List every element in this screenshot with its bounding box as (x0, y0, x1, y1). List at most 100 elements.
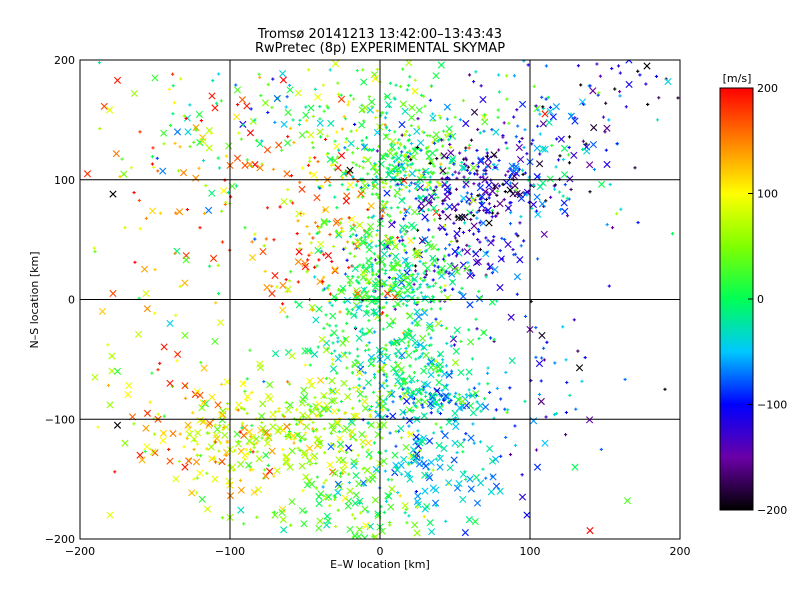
plus-marker (348, 251, 352, 256)
plus-marker (384, 301, 389, 305)
plus-marker (497, 148, 501, 152)
plus-marker (351, 241, 355, 245)
cross-marker (538, 331, 546, 340)
plus-marker (432, 269, 436, 273)
cross-marker (453, 484, 462, 492)
cross-marker (344, 393, 352, 401)
plus-marker (432, 188, 436, 193)
plus-marker (603, 130, 607, 134)
plus-marker (253, 237, 257, 241)
plus-marker (443, 198, 447, 202)
cross-marker (306, 377, 314, 385)
colorbar-tick-label: 0 (757, 293, 764, 306)
y-axis-label: N–S location [km] (28, 251, 41, 348)
plus-marker (308, 409, 313, 413)
plus-marker (410, 390, 414, 395)
plus-marker (354, 358, 358, 362)
plus-marker (351, 232, 355, 236)
cross-marker (429, 114, 437, 122)
cross-marker (322, 346, 330, 354)
plus-marker (351, 151, 355, 155)
cross-marker (273, 467, 281, 475)
plus-marker (406, 344, 411, 348)
cross-marker (188, 489, 196, 497)
plus-marker (477, 382, 481, 386)
plus-marker (414, 489, 418, 494)
plus-marker (467, 328, 471, 332)
plus-marker (362, 179, 366, 184)
plus-marker (423, 175, 427, 179)
plus-marker (452, 162, 456, 166)
plus-marker (479, 409, 483, 413)
plus-marker (425, 188, 429, 192)
plus-marker (167, 87, 171, 91)
plus-marker (175, 359, 179, 363)
plus-marker (657, 96, 661, 100)
plus-marker (132, 190, 136, 195)
plus-marker (417, 356, 421, 360)
plus-marker (390, 156, 394, 160)
plus-marker (447, 138, 451, 142)
cross-marker (320, 405, 328, 413)
plus-marker (522, 145, 526, 150)
cross-marker (383, 289, 392, 298)
plus-marker (449, 239, 453, 244)
cross-marker (323, 521, 331, 529)
cross-marker (371, 533, 379, 539)
plus-marker (482, 397, 487, 401)
plus-marker (390, 478, 394, 482)
plus-marker (423, 364, 427, 369)
plus-marker (598, 74, 603, 78)
plus-marker (638, 73, 642, 77)
cross-marker (385, 171, 393, 179)
plus-marker (218, 423, 222, 428)
plus-marker (304, 105, 308, 109)
plot-frame (79, 59, 681, 540)
cross-marker (428, 528, 436, 536)
cross-marker (364, 439, 373, 447)
cross-marker (474, 258, 482, 266)
cross-marker (533, 193, 541, 201)
plus-marker (316, 224, 320, 229)
cross-marker (405, 280, 413, 288)
plus-marker (386, 494, 391, 499)
cross-marker (221, 431, 229, 439)
plus-marker (440, 394, 444, 398)
plus-marker (384, 499, 389, 503)
plus-marker (412, 301, 417, 305)
cross-marker (417, 139, 425, 147)
cross-marker (166, 457, 174, 465)
cross-marker (496, 200, 504, 208)
plus-marker (464, 156, 468, 160)
plus-marker (363, 371, 367, 375)
plus-marker (428, 186, 433, 190)
cross-marker (413, 127, 421, 136)
cross-marker (489, 473, 497, 481)
plus-marker (310, 141, 314, 145)
plus-marker (424, 394, 428, 398)
plus-marker (328, 301, 332, 305)
plus-marker (239, 406, 243, 410)
cross-marker (414, 248, 422, 257)
plus-marker (443, 247, 448, 251)
plus-marker (356, 244, 360, 248)
plus-marker (309, 404, 313, 408)
plus-marker (331, 357, 335, 362)
cross-marker (294, 258, 302, 266)
plus-marker (553, 183, 558, 187)
plus-marker (496, 108, 500, 112)
plus-marker (495, 386, 499, 391)
plus-marker (198, 226, 202, 230)
plus-marker (514, 188, 518, 192)
plus-marker (476, 193, 480, 198)
cross-marker (250, 488, 258, 496)
plus-marker (426, 285, 430, 289)
cross-marker (403, 329, 411, 337)
plus-marker (496, 115, 500, 119)
plus-marker (322, 326, 326, 330)
plus-marker (476, 127, 480, 132)
plus-marker (486, 366, 490, 370)
cross-marker (279, 70, 287, 78)
cross-marker (392, 338, 401, 347)
